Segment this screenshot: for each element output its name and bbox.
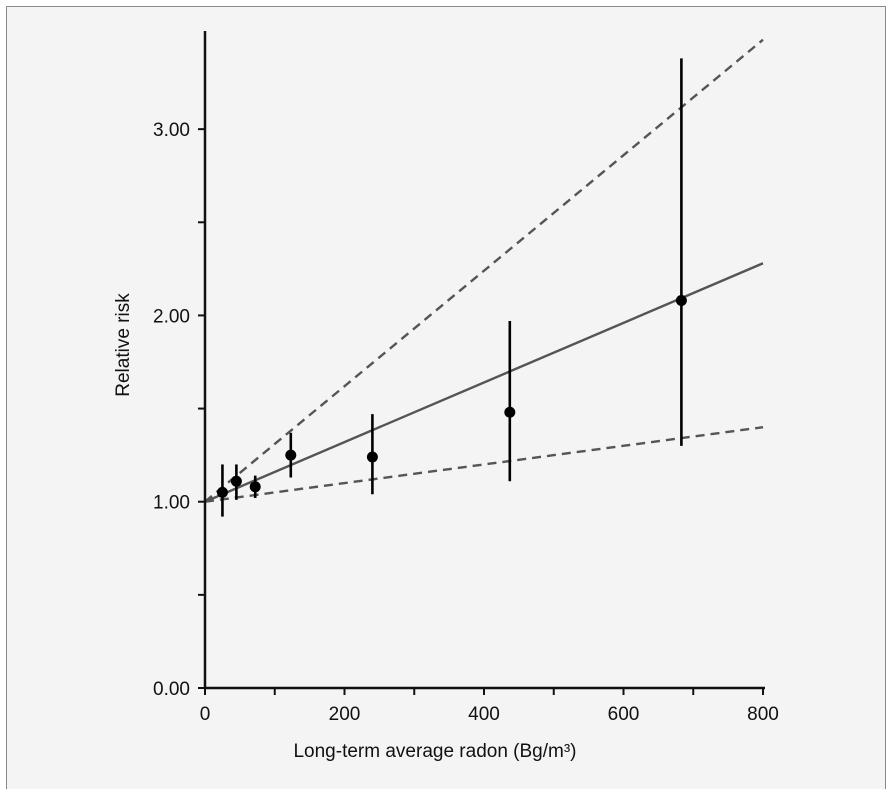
x-tick-label-800: 800 [747, 704, 779, 725]
x-tick-label-400: 400 [468, 704, 500, 725]
x-tick-label-0: 0 [200, 704, 211, 725]
y-tick-label-2.00: 2.00 [153, 306, 190, 327]
y-tick-label-1.00: 1.00 [153, 493, 190, 514]
data-point-4 [366, 451, 378, 463]
data-point-2 [249, 481, 261, 493]
lines-layer [204, 38, 764, 503]
points-layer [216, 58, 687, 517]
y-tick-label-3.00: 3.00 [153, 120, 190, 141]
y-tick-label-0.00: 0.00 [153, 679, 190, 700]
fit-line-1 [204, 262, 764, 503]
y-axis-title: Relative risk [113, 293, 134, 397]
relative-risk-chart: 0 200 400 600 800 0.00 1.00 2.00 3.00 Long-term … [113, 31, 779, 762]
x-tick-label-600: 600 [608, 704, 640, 725]
axes-layer: 0 200 400 600 800 0.00 1.00 2.00 3.00 [153, 31, 779, 725]
dashed-ci-line-2 [204, 38, 764, 503]
data-point-0 [216, 486, 228, 498]
x-tick-label-200: 200 [329, 704, 361, 725]
chart-panel: 0 200 400 600 800 0.00 1.00 2.00 3.00 Long-term … [6, 6, 886, 789]
data-point-1 [230, 475, 242, 487]
data-point-3 [285, 449, 297, 461]
data-point-6 [675, 295, 687, 307]
data-point-5 [504, 406, 516, 418]
dashed-ci-line-3 [204, 426, 764, 503]
x-axis-title: Long-term average radon (Bg/m³) [293, 741, 576, 762]
